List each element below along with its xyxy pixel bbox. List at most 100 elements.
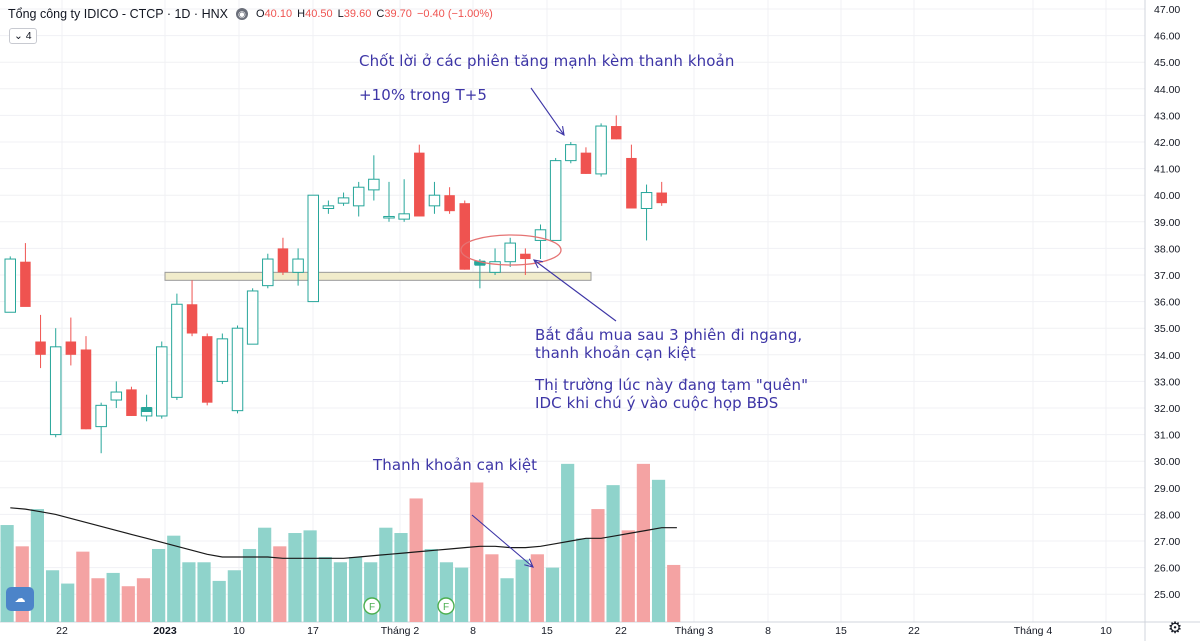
candle-body — [65, 341, 77, 355]
ohlc-readout: O40.10 H40.50 L39.60 C39.70 −0.40 (−1.00… — [256, 8, 493, 20]
candle-body — [20, 261, 31, 307]
y-tick-label: 37.00 — [1154, 270, 1180, 282]
high-label: H — [297, 8, 306, 20]
candle[interactable] — [49, 328, 62, 438]
candle[interactable] — [656, 181, 667, 206]
candle[interactable] — [444, 187, 455, 214]
volume-bar — [106, 572, 120, 622]
candle[interactable] — [65, 317, 77, 366]
candle[interactable] — [595, 123, 607, 177]
x-tick-label: 22 — [615, 625, 627, 637]
open-label: O — [255, 8, 265, 20]
x-tick-label: 8 — [470, 625, 476, 637]
candle[interactable] — [95, 402, 107, 454]
x-tick-label: 15 — [835, 625, 847, 637]
tradingview-logo-icon[interactable]: ☁ — [6, 587, 34, 611]
symbol-title[interactable]: Tổng công ty IDICO - CTCP · 1D · HNX — [8, 7, 228, 21]
close-label: C — [376, 8, 385, 20]
candle[interactable] — [520, 248, 531, 275]
y-tick-label: 47.00 — [1154, 4, 1180, 16]
candle[interactable] — [580, 147, 592, 174]
volume-bar — [288, 533, 302, 622]
candle[interactable] — [171, 293, 183, 401]
indicator-toggle[interactable]: ⌄ 4 — [9, 28, 37, 44]
candle[interactable] — [640, 184, 653, 241]
candle-body-filled — [141, 407, 152, 412]
volume-bar — [561, 463, 575, 622]
candle[interactable] — [277, 237, 289, 275]
arrow-head — [532, 259, 543, 269]
candle[interactable] — [216, 333, 229, 385]
volume-bar — [76, 551, 90, 622]
volume-bar — [121, 586, 135, 622]
candle-body — [201, 336, 213, 403]
volume-bar — [303, 530, 317, 622]
annotation-low-liquidity: Thanh khoản cạn kiệt — [373, 456, 538, 474]
candle[interactable] — [398, 179, 410, 222]
volume-bar — [651, 479, 666, 622]
consolidation-ellipse — [460, 234, 562, 266]
candle[interactable] — [626, 144, 637, 209]
x-tick-label: 8 — [765, 625, 771, 637]
x-tick-label: Tháng 4 — [1014, 625, 1053, 637]
x-tick-label: Tháng 2 — [381, 625, 420, 637]
candle-body — [398, 213, 410, 220]
candle-body — [4, 258, 16, 313]
candle[interactable] — [126, 386, 137, 416]
candle[interactable] — [352, 181, 365, 217]
volume-ma-line — [10, 507, 677, 559]
candle[interactable] — [337, 192, 350, 206]
candle[interactable] — [292, 248, 304, 286]
volume-bar — [576, 538, 590, 622]
candle[interactable] — [459, 200, 471, 270]
earnings-marker[interactable]: F — [437, 597, 455, 615]
candle[interactable] — [414, 144, 425, 217]
candle[interactable] — [35, 314, 46, 369]
candle-body — [322, 205, 335, 209]
candle[interactable] — [307, 194, 319, 303]
candle[interactable] — [368, 155, 380, 201]
arrow-head — [524, 558, 534, 568]
candle-body — [459, 203, 470, 270]
volume-bar — [258, 527, 272, 622]
candle[interactable] — [201, 333, 213, 406]
y-tick-label: 30.00 — [1154, 456, 1180, 468]
candle[interactable] — [322, 200, 335, 214]
candle[interactable] — [504, 237, 516, 268]
candle-body — [504, 242, 516, 263]
volume-bar — [182, 562, 196, 622]
candle[interactable] — [549, 157, 562, 241]
candle[interactable] — [246, 288, 259, 345]
candle[interactable] — [20, 243, 31, 307]
volume-bar — [409, 498, 423, 622]
candle[interactable] — [534, 224, 547, 260]
eye-icon[interactable]: ◉ — [235, 8, 248, 20]
change-value: −0.40 (−1.00%) — [416, 8, 493, 20]
y-tick-label: 41.00 — [1154, 164, 1180, 176]
volume-bar — [606, 485, 620, 622]
candle[interactable] — [611, 115, 622, 140]
gear-icon[interactable]: ⚙ — [1167, 620, 1183, 637]
candle[interactable] — [489, 248, 501, 275]
candle[interactable] — [262, 253, 274, 289]
candle[interactable] — [231, 325, 244, 414]
candle-body — [414, 152, 425, 217]
candle-body — [35, 341, 46, 355]
y-tick-label: 43.00 — [1154, 110, 1180, 122]
volume-bar — [318, 556, 332, 622]
earnings-marker[interactable]: F — [363, 597, 381, 615]
y-tick-label: 25.00 — [1154, 589, 1180, 601]
candle[interactable] — [110, 381, 123, 408]
candle[interactable] — [428, 181, 441, 214]
candle[interactable] — [565, 142, 577, 164]
candle[interactable] — [4, 256, 16, 313]
open-value: 40.10 — [264, 8, 293, 20]
candle[interactable] — [80, 336, 92, 430]
candle[interactable] — [186, 280, 198, 337]
candle[interactable] — [156, 341, 168, 419]
x-tick-label: 22 — [56, 625, 68, 637]
arrow-shaft — [533, 259, 617, 322]
candle[interactable] — [383, 181, 395, 222]
annotation-buy-line2: thanh khoản cạn kiệt — [535, 344, 696, 362]
